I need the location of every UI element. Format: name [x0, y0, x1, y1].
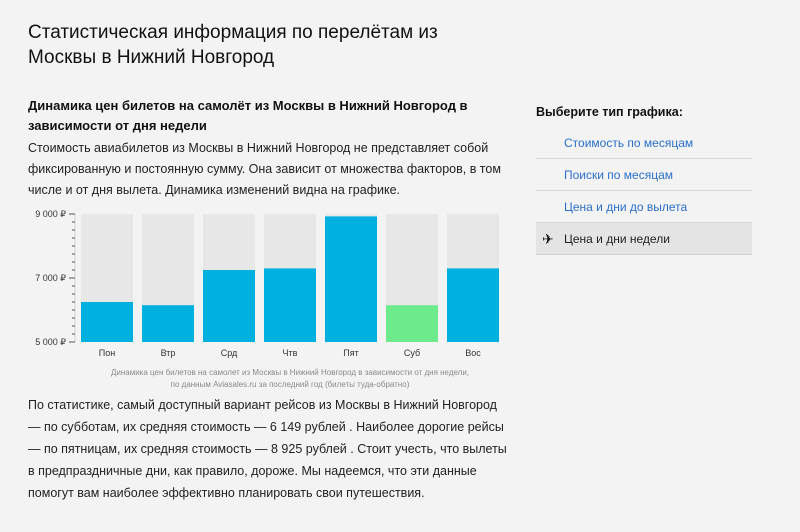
x-tick-label: Вос: [465, 348, 481, 358]
y-tick-label: 5 000 ₽: [35, 337, 66, 347]
bar: [447, 268, 499, 342]
x-tick-label: Пон: [99, 348, 115, 358]
y-tick-label: 9 000 ₽: [35, 209, 66, 219]
bar: [81, 302, 133, 342]
x-tick-label: Пят: [343, 348, 358, 358]
chart-type-monthly-searches[interactable]: Поиски по месяцам: [536, 159, 752, 191]
chart-type-days-before-departure[interactable]: Цена и дни до вылета: [536, 191, 752, 223]
chart-type-label: Цена и дни до вылета: [564, 199, 688, 214]
bar: [142, 305, 194, 342]
x-tick-label: Чтв: [283, 348, 298, 358]
chart-type-list: Стоимость по месяцам Поиски по месяцам Ц…: [536, 127, 752, 255]
chart-caption-line-2: по данным Aviasales.ru за последний год …: [170, 380, 410, 389]
x-tick-label: Суб: [404, 348, 420, 358]
plane-icon: ✈: [542, 230, 554, 247]
chart-type-label: Цена и дни недели: [564, 231, 670, 246]
page-title: Статистическая информация по перелётам и…: [28, 22, 438, 68]
intro-text: Стоимость авиабилетов из Москвы в Нижний…: [28, 141, 501, 197]
chart-type-sidebar: Выберите тип графика: Стоимость по месяц…: [536, 103, 752, 255]
chart-type-label: Поиски по месяцам: [564, 167, 674, 182]
bar: [325, 216, 377, 342]
x-tick-label: Срд: [221, 348, 238, 358]
price-by-weekday-chart: 9 000 ₽ 7 000 ₽ 5 000 ₽ Пон Втр Срд Чтв Пят Суб В…: [28, 206, 508, 392]
sidebar-title: Выберите тип графика:: [536, 105, 683, 119]
chart-caption-line-1: Динамика цен билетов на самолет из Москв…: [110, 368, 470, 377]
bar: [264, 268, 316, 342]
x-tick-label: Втр: [161, 348, 176, 358]
section-title: Динамика цен билетов на самолёт из Москв…: [28, 98, 468, 133]
chart-caption: Динамика цен билетов на самолет из Москв…: [80, 367, 500, 391]
chart-type-monthly-price[interactable]: Стоимость по месяцам: [536, 127, 752, 159]
chart-type-weekday-price[interactable]: ✈ Цена и дни недели: [536, 223, 752, 255]
bar: [386, 305, 438, 342]
summary-text: По статистике, самый доступный вариант р…: [28, 398, 507, 500]
y-tick-label: 7 000 ₽: [35, 273, 66, 283]
chart-svg: 9 000 ₽ 7 000 ₽ 5 000 ₽ Пон Втр Срд Чтв Пят Суб В…: [35, 209, 499, 358]
bar: [203, 270, 255, 342]
chart-type-label: Стоимость по месяцам: [564, 135, 694, 150]
